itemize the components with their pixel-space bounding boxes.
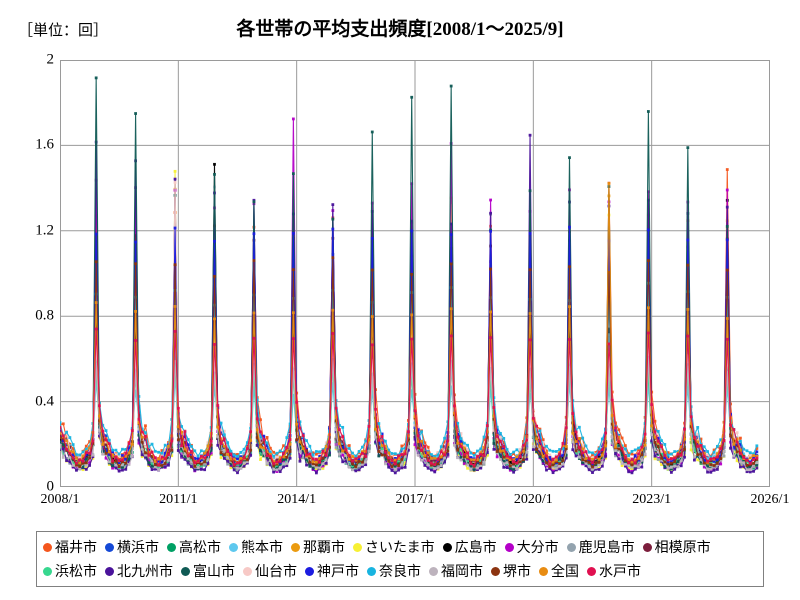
legend-item-広島市[interactable]: 広島市 bbox=[442, 537, 497, 557]
legend-marker-icon bbox=[43, 542, 52, 552]
legend-item-神戸市[interactable]: 神戸市 bbox=[305, 561, 359, 581]
legend-item-福井市[interactable]: 福井市 bbox=[43, 537, 97, 557]
series-水戸市 bbox=[60, 327, 759, 467]
legend-label: 熊本市 bbox=[241, 539, 283, 555]
legend-item-さいたま市[interactable]: さいたま市 bbox=[353, 537, 435, 557]
legend-marker-icon bbox=[167, 542, 176, 552]
legend-marker-icon bbox=[504, 542, 514, 552]
legend-item-全国[interactable]: 全国 bbox=[539, 561, 579, 581]
chart-title: 各世帯の平均支出頻度[2008/1～2025/9] bbox=[236, 19, 564, 40]
legend-label: 高松市 bbox=[179, 539, 221, 555]
plot-area bbox=[60, 60, 770, 487]
legend-label: 那覇市 bbox=[303, 539, 345, 555]
legend-item-鹿児島市[interactable]: 鹿児島市 bbox=[566, 537, 635, 557]
y-tick-label: 0.8 bbox=[35, 307, 54, 324]
legend-item-高松市[interactable]: 高松市 bbox=[167, 537, 221, 557]
legend-marker-icon bbox=[105, 566, 114, 576]
legend-item-水戸市[interactable]: 水戸市 bbox=[587, 561, 641, 581]
legend-marker-icon bbox=[491, 566, 500, 576]
legend-marker-icon bbox=[229, 542, 238, 552]
x-tick-label: 2026/1 bbox=[750, 492, 790, 507]
legend-marker-icon bbox=[181, 566, 190, 576]
chart-legend: 福井市 横浜市 高松市 熊本市 那覇市 さいたま市 広島市 大分市 鹿児島市 相模原市 浜松市 北九… bbox=[36, 531, 764, 587]
y-tick-label: 2 bbox=[46, 51, 55, 68]
legend-item-相模原市[interactable]: 相模原市 bbox=[642, 537, 711, 557]
legend-label: 水戸市 bbox=[599, 563, 641, 579]
legend-marker-icon bbox=[442, 542, 452, 552]
legend-marker-icon bbox=[642, 542, 652, 552]
x-tick-label: 2014/1 bbox=[277, 492, 317, 507]
legend-label: 奈良市 bbox=[379, 563, 421, 579]
legend-item-奈良市[interactable]: 奈良市 bbox=[367, 561, 421, 581]
legend-label: 鹿児島市 bbox=[578, 539, 635, 555]
legend-marker-icon bbox=[566, 542, 576, 552]
legend-item-富山市[interactable]: 富山市 bbox=[181, 561, 235, 581]
y-tick-label: 0 bbox=[46, 478, 55, 495]
legend-label: 北九州市 bbox=[117, 563, 173, 579]
x-tick-label: 2008/1 bbox=[40, 492, 80, 507]
legend-label: 大分市 bbox=[516, 539, 559, 555]
legend-label: 仙台市 bbox=[255, 563, 297, 579]
y-tick-label: 0.4 bbox=[35, 393, 54, 410]
y-tick-label: 1.6 bbox=[35, 136, 54, 153]
legend-item-仙台市[interactable]: 仙台市 bbox=[243, 561, 297, 581]
chart-canvas bbox=[60, 60, 770, 487]
legend-item-熊本市[interactable]: 熊本市 bbox=[229, 537, 283, 557]
legend-label: 堺市 bbox=[503, 563, 531, 579]
legend-item-那覇市[interactable]: 那覇市 bbox=[291, 537, 345, 557]
legend-marker-icon bbox=[367, 566, 376, 576]
legend-marker-icon bbox=[305, 566, 314, 576]
legend-label: 広島市 bbox=[454, 539, 497, 555]
legend-marker-icon bbox=[105, 542, 114, 552]
legend-marker-icon bbox=[539, 566, 548, 576]
legend-marker-icon bbox=[291, 542, 300, 552]
legend-item-北九州市[interactable]: 北九州市 bbox=[105, 561, 173, 581]
legend-label: 横浜市 bbox=[117, 539, 159, 555]
legend-row-2: 浜松市 北九州市 富山市 仙台市 神戸市 奈良市 福岡市 堺市 全国 水戸市 bbox=[43, 559, 757, 583]
legend-label: 福岡市 bbox=[441, 563, 483, 579]
legend-marker-icon bbox=[587, 566, 596, 576]
x-tick-label: 2023/1 bbox=[632, 492, 672, 507]
legend-label: 相模原市 bbox=[654, 539, 711, 555]
legend-marker-icon bbox=[353, 542, 362, 552]
x-tick-label: 2011/1 bbox=[159, 492, 198, 507]
legend-marker-icon bbox=[43, 566, 52, 576]
legend-item-横浜市[interactable]: 横浜市 bbox=[105, 537, 159, 557]
legend-label: 福井市 bbox=[55, 539, 97, 555]
legend-label: さいたま市 bbox=[365, 539, 435, 555]
legend-marker-icon bbox=[429, 566, 438, 576]
legend-label: 全国 bbox=[551, 563, 579, 579]
y-tick-label: 1.2 bbox=[35, 222, 54, 239]
legend-row-1: 福井市 横浜市 高松市 熊本市 那覇市 さいたま市 広島市 大分市 鹿児島市 相模原市 bbox=[43, 535, 757, 559]
legend-item-堺市[interactable]: 堺市 bbox=[491, 561, 531, 581]
x-tick-label: 2017/1 bbox=[395, 492, 435, 507]
legend-marker-icon bbox=[243, 566, 252, 576]
y-axis-ticks: 0 0.4 0.8 1.2 1.6 2 bbox=[0, 0, 54, 547]
legend-item-浜松市[interactable]: 浜松市 bbox=[43, 561, 97, 581]
unit-label: ［単位：回］ bbox=[18, 23, 109, 39]
legend-item-福岡市[interactable]: 福岡市 bbox=[429, 561, 483, 581]
legend-label: 富山市 bbox=[193, 563, 235, 579]
legend-label: 神戸市 bbox=[317, 563, 359, 579]
legend-label: 浜松市 bbox=[55, 563, 97, 579]
legend-item-大分市[interactable]: 大分市 bbox=[504, 537, 559, 557]
x-tick-label: 2020/1 bbox=[513, 492, 553, 507]
